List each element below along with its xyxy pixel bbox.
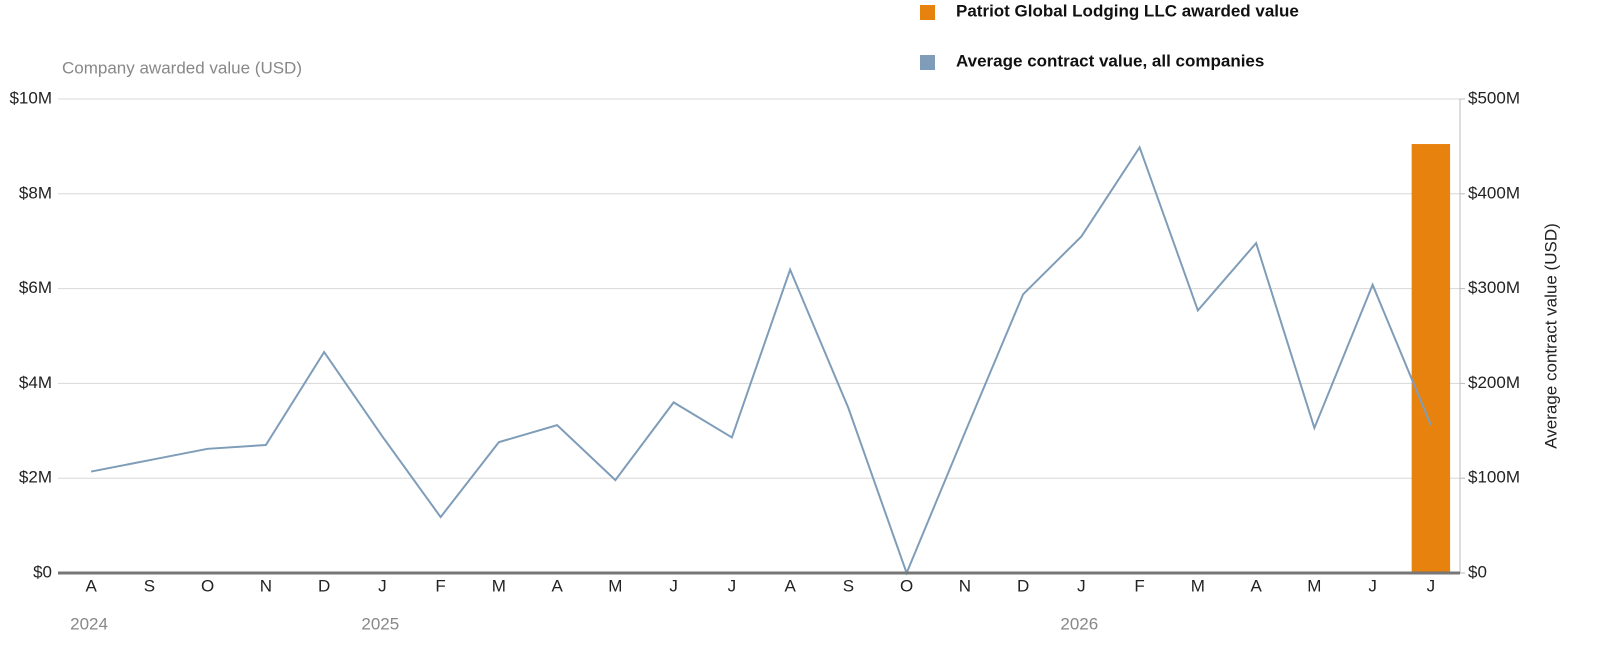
x-tick-label: J (1427, 576, 1436, 595)
x-tick-label: F (435, 576, 445, 595)
x-tick-label: O (900, 576, 913, 595)
legend-swatch (920, 55, 935, 70)
legend-swatch (920, 5, 935, 20)
x-tick-label: A (551, 576, 563, 595)
legend-label: Patriot Global Lodging LLC awarded value (956, 1, 1299, 20)
bar (1411, 144, 1451, 573)
x-tick-label: N (959, 576, 971, 595)
y-tick-label: $2M (19, 468, 52, 487)
x-tick-label: M (492, 576, 506, 595)
year-label: 2025 (361, 614, 399, 633)
x-tick-label: M (1191, 576, 1205, 595)
y2-axis-title: Average contract value (USD) (1541, 223, 1560, 449)
x-tick-label: A (1250, 576, 1262, 595)
y2-tick-label: $400M (1468, 183, 1520, 202)
x-tick-label: D (1017, 576, 1029, 595)
x-tick-label: J (378, 576, 387, 595)
y2-tick-label: $0 (1468, 562, 1487, 581)
y-tick-label: $8M (19, 183, 52, 202)
legend-label: Average contract value, all companies (956, 51, 1264, 70)
x-tick-label: S (144, 576, 155, 595)
x-tick-label: A (784, 576, 796, 595)
x-tick-label: J (669, 576, 678, 595)
year-label: 2024 (70, 614, 108, 633)
x-tick-label: O (201, 576, 214, 595)
x-tick-label: F (1134, 576, 1144, 595)
y-tick-label: $0 (33, 562, 52, 581)
y2-tick-label: $500M (1468, 88, 1520, 107)
x-tick-label: J (1368, 576, 1377, 595)
y2-tick-label: $300M (1468, 278, 1520, 297)
x-tick-label: N (260, 576, 272, 595)
x-tick-label: M (1307, 576, 1321, 595)
y-tick-label: $6M (19, 278, 52, 297)
y2-tick-label: $200M (1468, 373, 1520, 392)
x-tick-label: S (843, 576, 854, 595)
x-tick-label: J (1077, 576, 1086, 595)
y-axis-title: Company awarded value (USD) (62, 58, 302, 77)
y2-tick-label: $100M (1468, 468, 1520, 487)
x-tick-label: A (85, 576, 97, 595)
y-tick-label: $4M (19, 373, 52, 392)
x-tick-label: J (728, 576, 737, 595)
x-tick-label: D (318, 576, 330, 595)
x-tick-label: M (608, 576, 622, 595)
year-label: 2026 (1060, 614, 1098, 633)
line (90, 145, 1432, 576)
y-tick-label: $10M (9, 88, 52, 107)
